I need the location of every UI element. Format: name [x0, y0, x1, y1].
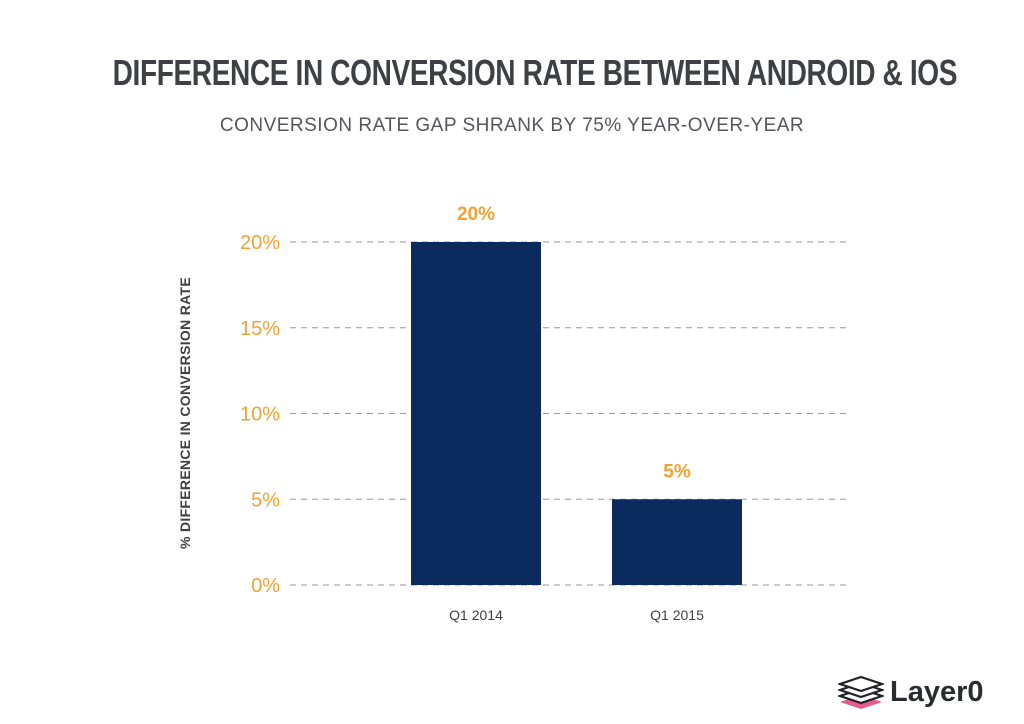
- y-axis-label: % DIFFERENCE IN CONVERSION RATE: [177, 277, 193, 549]
- labels: 0% 5% 10% 15% 20% 20% Q1 2014 5% Q1 2015: [240, 204, 704, 623]
- y-tick-label: 10%: [240, 404, 280, 426]
- chart-subtitle: CONVERSION RATE GAP SHRANK BY 75% YEAR-O…: [219, 115, 805, 136]
- y-tick-label: 5%: [251, 489, 280, 511]
- logo-text: Layer0: [890, 675, 984, 708]
- stacked-layers-icon: [838, 675, 884, 709]
- brand-logo: Layer0: [838, 672, 984, 712]
- data-label: 20%: [457, 204, 495, 225]
- y-tick-label: 20%: [240, 232, 280, 254]
- gridlines: [290, 241, 850, 586]
- y-tick-label: 0%: [251, 575, 280, 597]
- bar-chart: 0% 5% 10% 15% 20% 20% Q1 2014 5% Q1 2015 % DIFFE…: [177, 204, 850, 623]
- bar: [612, 499, 742, 585]
- data-label: 5%: [663, 461, 691, 482]
- x-tick-label: Q1 2015: [650, 607, 704, 623]
- y-tick-label: 15%: [240, 318, 280, 340]
- bars: [411, 242, 742, 585]
- bar: [411, 242, 541, 585]
- x-tick-label: Q1 2014: [449, 607, 503, 623]
- chart-title: DIFFERENCE IN CONVERSION RATE BETWEEN AN…: [112, 52, 958, 93]
